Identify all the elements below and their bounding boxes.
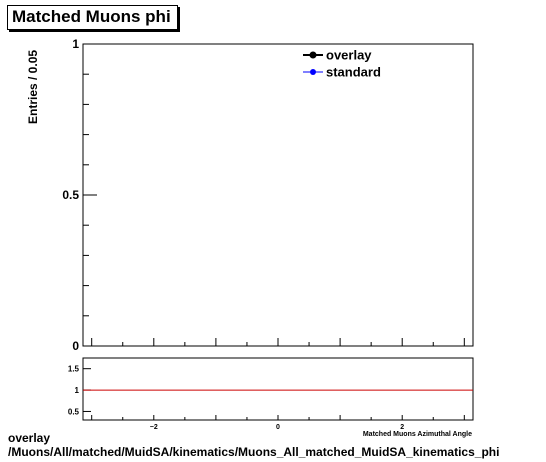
legend-standard-marker xyxy=(310,69,316,75)
main-plot-frame xyxy=(82,43,474,347)
main-y-axis: 00.51 xyxy=(62,37,97,353)
ratio-plot-frame xyxy=(82,357,474,421)
main-x-axis-ticks xyxy=(91,338,465,346)
y-axis-label: Entries / 0.05 xyxy=(26,50,40,124)
main-y-tick-label: 0 xyxy=(72,339,79,353)
ratio-x-tick-label: 2 xyxy=(400,424,404,431)
legend: overlay standard xyxy=(303,48,381,80)
ratio-x-tick-label: −2 xyxy=(150,424,158,431)
legend-standard-label: standard xyxy=(326,65,381,80)
main-y-tick-label: 1 xyxy=(72,37,79,51)
ratio-x-axis: −2 0 2 xyxy=(91,415,465,431)
ratio-y-tick-label: 0.5 xyxy=(68,407,80,416)
legend-overlay-marker xyxy=(309,51,317,59)
legend-overlay-label: overlay xyxy=(326,48,372,63)
footer-line-1: overlay xyxy=(8,431,51,445)
x-axis-label: Matched Muons Azimuthal Angle xyxy=(363,431,472,438)
ratio-y-tick-label: 1.5 xyxy=(68,365,80,374)
ratio-y-tick-label: 1 xyxy=(75,386,80,395)
chart-title: Matched Muons phi xyxy=(7,5,178,30)
main-y-tick-label: 0.5 xyxy=(62,188,79,202)
footer-line-2: /Muons/All/matched/MuidSA/kinematics/Muo… xyxy=(8,445,500,459)
ratio-x-tick-label: 0 xyxy=(276,424,280,431)
